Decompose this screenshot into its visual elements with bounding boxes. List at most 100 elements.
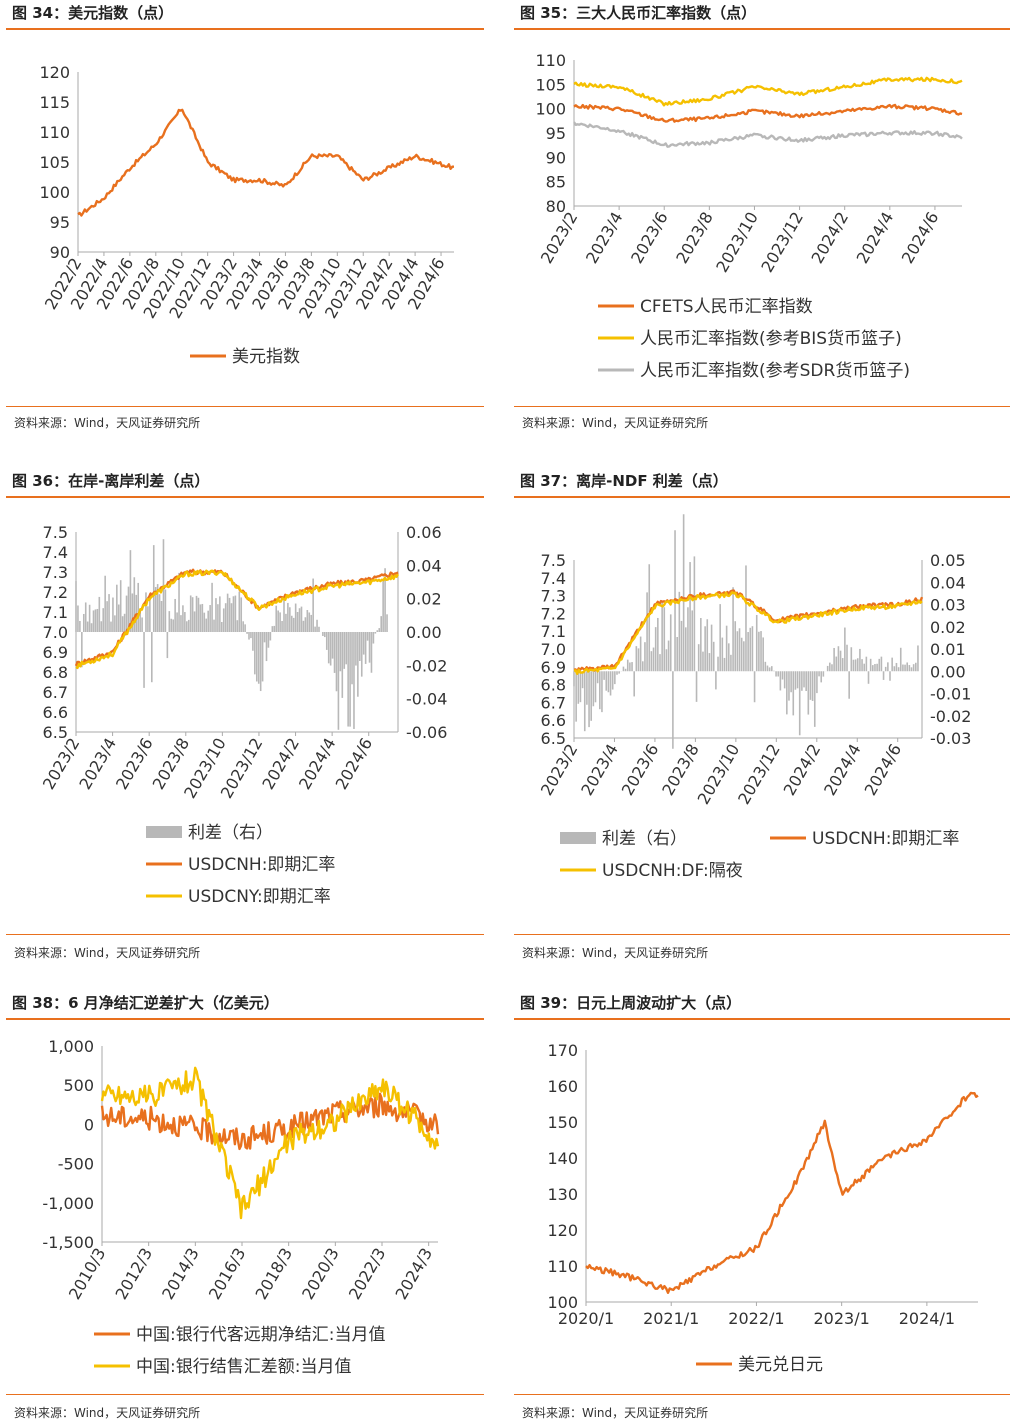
y-tick-label: 95 — [546, 124, 566, 143]
series-line — [75, 569, 400, 670]
legend-label: USDCNH:即期汇率 — [188, 855, 335, 875]
y-tick-label: 115 — [39, 93, 70, 112]
y-tick-label-right: -0.03 — [930, 729, 971, 748]
series-line — [573, 591, 923, 676]
spread-bars — [573, 514, 919, 749]
y-tick-label: -1,500 — [42, 1233, 94, 1252]
x-tick-label: 2023/8 — [658, 741, 703, 799]
y-tick-label: 7.0 — [541, 640, 566, 659]
y-tick-label: 110 — [39, 123, 70, 142]
source-rule — [6, 406, 484, 407]
y-tick-label: 6.5 — [541, 729, 566, 748]
y-tick-label: 7.3 — [541, 587, 566, 606]
y-tick-label-right: 0.04 — [406, 556, 442, 575]
series-line — [573, 103, 963, 123]
y-tick-label: 120 — [547, 1221, 578, 1240]
y-tick-label: 7.5 — [43, 523, 68, 542]
chart-panel-34: 图 34：美元指数（点） 90 95 100 105 110 115 120 2022/2 20… — [6, 0, 484, 440]
x-tick-label: 2023/4 — [582, 209, 627, 267]
x-tick-label: 2024/6 — [898, 209, 943, 267]
y-tick-label: 7.1 — [43, 603, 68, 622]
y-tick-label: 140 — [547, 1149, 578, 1168]
y-tick-label: 120 — [39, 63, 70, 82]
y-tick-label-right: -0.06 — [406, 723, 447, 742]
legend-label: USDCNH:DF:隔夜 — [602, 861, 743, 881]
y-tick-label-right: -0.02 — [930, 707, 971, 726]
source-note: 资料来源：Wind，天风证券研究所 — [14, 1406, 201, 1420]
y-tick-label: 105 — [39, 153, 70, 172]
x-tick-label: 2023/6 — [627, 209, 672, 267]
legend-label: CFETS人民币汇率指数 — [640, 297, 813, 317]
source-note: 资料来源：Wind，天风证券研究所 — [14, 946, 201, 960]
y-tick-label: 0 — [84, 1115, 94, 1134]
x-tick-label: 2012/3 — [112, 1245, 157, 1303]
y-tick-label: 7.5 — [541, 551, 566, 570]
x-tick-label: 2022/1 — [728, 1309, 784, 1328]
y-tick-label: 7.4 — [43, 543, 68, 562]
y-tick-label: 110 — [547, 1257, 578, 1276]
x-tick-label: 2024/2 — [780, 741, 825, 799]
x-tick-label: 2014/3 — [158, 1245, 203, 1303]
y-tick-label: 100 — [547, 1293, 578, 1312]
source-note: 资料来源：Wind，天风证券研究所 — [522, 946, 709, 960]
x-tick-label: 2022/3 — [345, 1245, 390, 1303]
y-tick-label-right: 0.02 — [930, 618, 966, 637]
chart-panel-38: 图 38：6 月净结汇逆差扩大（亿美元） -1,500 -1,000 -500 0 50… — [6, 990, 484, 1424]
y-tick-label: 90 — [546, 148, 566, 167]
y-tick-label: 6.9 — [541, 658, 566, 677]
x-tick-label: 2023/4 — [577, 741, 622, 799]
source-note: 资料来源：Wind，天风证券研究所 — [522, 416, 709, 430]
y-tick-label: 95 — [50, 213, 70, 232]
series-line — [573, 76, 963, 107]
chart-title: 图 38：6 月净结汇逆差扩大（亿美元） — [12, 994, 279, 1012]
y-tick-label-right: -0.04 — [406, 690, 447, 709]
x-tick-label: 2024/4 — [853, 209, 898, 267]
legend-label: 美元指数 — [232, 347, 300, 367]
x-tick-label: 2024/4 — [820, 741, 865, 799]
y-tick-label-right: 0.00 — [930, 662, 966, 681]
y-tick-label-right: 0.05 — [930, 551, 966, 570]
y-tick-label: 7.0 — [43, 623, 68, 642]
x-tick-label: 2023/10 — [712, 209, 762, 276]
y-tick-label: 6.7 — [541, 693, 566, 712]
y-tick-label: 7.2 — [541, 604, 566, 623]
chart-panel-36: 图 36：在岸-离岸利差（点） 6.5 6.6 6.7 6.8 6.9 7.0 7.1 7.2… — [6, 468, 484, 968]
title-rule — [514, 1018, 1010, 1020]
x-tick-label: 2023/1 — [814, 1309, 870, 1328]
x-tick-label: 2023/8 — [672, 209, 717, 267]
series-line — [77, 108, 454, 217]
y-tick-label: 7.2 — [43, 583, 68, 602]
y-tick-label-right: 0.02 — [406, 590, 442, 609]
y-tick-label-right: -0.01 — [930, 685, 971, 704]
source-rule — [514, 406, 1010, 407]
chart-title: 图 39：日元上周波动扩大（点） — [520, 994, 742, 1012]
x-tick-label: 2023/6 — [618, 741, 663, 799]
legend-label: 人民币汇率指数(参考SDR货币篮子) — [640, 361, 910, 381]
series-line — [573, 121, 963, 148]
chart-panel-39: 图 39：日元上周波动扩大（点） 100 110 120 130 140 150 160 17… — [514, 990, 1010, 1424]
y-tick-label: 500 — [63, 1076, 94, 1095]
source-rule — [6, 934, 484, 935]
legend-swatch — [146, 826, 182, 838]
y-tick-label: 6.7 — [43, 683, 68, 702]
x-tick-label: 2020/1 — [558, 1309, 614, 1328]
source-note: 资料来源：Wind，天风证券研究所 — [522, 1406, 709, 1420]
x-tick-label: 2016/3 — [205, 1245, 250, 1303]
y-tick-label: 85 — [546, 173, 566, 192]
y-tick-label: -1,000 — [42, 1194, 94, 1213]
source-rule — [514, 934, 1010, 935]
x-tick-label: 2024/1 — [899, 1309, 955, 1328]
x-tick-label: 2018/3 — [252, 1245, 297, 1303]
y-tick-label: 7.4 — [541, 569, 566, 588]
x-tick-label: 2021/1 — [643, 1309, 699, 1328]
legend-label: 中国:银行代客远期净结汇:当月值 — [136, 1325, 385, 1345]
chart-svg: 6.56.66.76.86.97.07.17.27.37.47.5 -0.03 -0… — [537, 514, 971, 881]
y-tick-label: 7.3 — [43, 563, 68, 582]
y-tick-label: 100 — [535, 100, 566, 119]
chart-svg: 6.56.66.76.86.97.07.17.27.37.47.5 -0.06 -0… — [39, 523, 448, 907]
y-tick-label: 6.5 — [43, 723, 68, 742]
x-tick-label: 2024/2 — [808, 209, 853, 267]
chart-title: 图 36：在岸-离岸利差（点） — [12, 472, 210, 490]
